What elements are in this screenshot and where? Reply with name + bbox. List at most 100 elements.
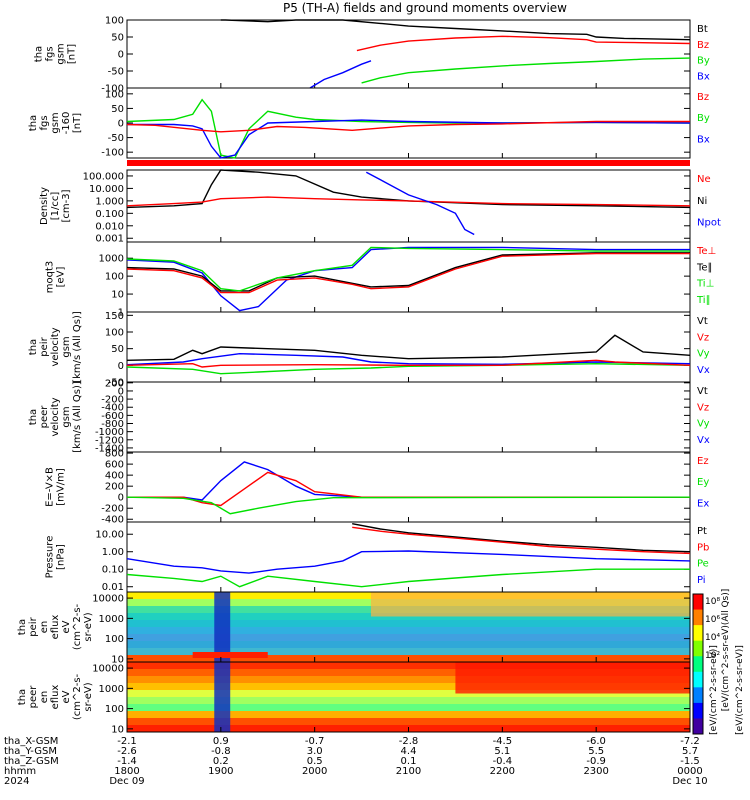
series-line-Pb	[352, 526, 691, 555]
panel-fgs: 100 50 0 -50 -100 tha fgs gsm [nT] Bt Bz By Bx	[34, 16, 710, 95]
y-tick-label: 0.001	[95, 234, 124, 245]
year-label: 2024	[4, 776, 29, 787]
axis-row-value: -1.4	[117, 756, 137, 767]
y-axis-label: tha	[28, 339, 39, 355]
y-axis-label: fgs	[45, 46, 56, 61]
y-tick-label: 50	[111, 33, 124, 44]
y-tick-label: 0	[118, 361, 124, 372]
y-tick-label: -50	[108, 378, 124, 389]
y-axis-label: (cm^2-s-	[72, 603, 83, 650]
legend-entry: Npot	[697, 218, 721, 229]
axis-row-value: -7.2	[680, 736, 700, 747]
axis-row-value: 3.0	[307, 746, 323, 757]
series-line-Ez	[127, 471, 690, 507]
panel-ion_spec: 10000 1000 100 10 tha peir en eflux eV (cm^2-s-sr…	[17, 591, 691, 665]
y-axis-label: sr-eV)	[83, 612, 94, 641]
spectrogram-band	[127, 669, 690, 677]
panel-frame	[126, 381, 691, 453]
y-axis-label: [nT]	[72, 113, 83, 133]
y-axis-label: [nPa]	[56, 544, 67, 570]
legend-entry: Bx	[697, 134, 710, 145]
y-axis-label: [km/s (All Qs)]	[72, 311, 83, 383]
y-axis-label: Pressure	[45, 536, 56, 579]
spectrogram-feature	[214, 662, 231, 732]
y-tick-label: 100.000	[83, 171, 124, 182]
legend-entry: Vy	[697, 419, 710, 430]
time-axis-rows: tha_X-GSM -2.1 0.9 -0.7 -2.8 -4.5 -6.0 -7.2 tha_…	[4, 736, 708, 787]
y-axis-label: E=-V×B	[45, 467, 56, 507]
y-tick-label: 1000	[99, 614, 124, 625]
colorbar-segment	[693, 718, 703, 735]
series-line-Bt	[220, 19, 691, 41]
y-axis-label: eV	[61, 620, 72, 633]
axis-row-value: 2300	[583, 766, 608, 777]
y-axis-label: en	[39, 621, 50, 634]
y-axis-label: [nT]	[67, 44, 78, 64]
y-axis-label: gsm	[50, 112, 61, 133]
legend-entry: Bz	[697, 40, 709, 51]
y-axis-label: (cm^2-s-	[72, 673, 83, 720]
y-tick-label: 10	[111, 290, 124, 301]
axis-row-value: -6.0	[586, 736, 606, 747]
axis-row-value: 5.5	[588, 746, 604, 757]
y-axis-label: moqt3	[45, 261, 56, 294]
colorbar-title: [eV/(cm^2-s-sr-eV)(All Qs)]	[721, 589, 731, 712]
y-tick-label: 100	[105, 328, 124, 339]
axis-row-label: hhmm	[4, 766, 36, 777]
y-tick-label: -100	[101, 84, 124, 95]
legend-entry: Te⊥	[696, 246, 716, 257]
colorbar-title: [eV/(cm^2-s-sr-eV)]	[709, 645, 719, 735]
legend-entry: Ni	[697, 196, 707, 207]
colorbar-label: 10²	[705, 651, 720, 661]
axis-row-label: tha_X-GSM	[4, 736, 58, 747]
series-line-By	[126, 98, 691, 159]
axis-row-value: -2.6	[117, 746, 137, 757]
axis-row-label: tha_Z-GSM	[4, 756, 59, 767]
y-axis-label: [eV]	[56, 267, 67, 288]
y-tick-label: -200	[101, 504, 124, 515]
y-axis-label: en	[39, 691, 50, 704]
y-axis-label: gsm	[56, 43, 67, 64]
spectrogram-band	[127, 648, 690, 656]
series-line-Pi	[126, 550, 691, 574]
y-axis-label: fgs	[39, 115, 50, 130]
y-axis-label: [mV/m]	[56, 468, 67, 506]
legend-entry: By	[697, 56, 710, 67]
y-tick-label: -400	[101, 515, 124, 526]
chart-title: P5 (TH-A) fields and ground moments over…	[283, 1, 567, 15]
spectrogram-feature	[370, 592, 690, 617]
panel-frame	[126, 451, 691, 523]
y-tick-label: 200	[105, 378, 124, 389]
y-tick-label: 1000	[99, 684, 124, 695]
y-tick-label: 0.010	[95, 221, 124, 232]
y-tick-label: -600	[101, 411, 124, 422]
colorbar-frame	[692, 593, 704, 735]
y-tick-label: 0.100	[95, 209, 124, 220]
y-tick-label: 800	[105, 449, 124, 460]
legend-entry: Pb	[697, 542, 709, 553]
legend-entry: Te∥	[696, 262, 713, 273]
y-tick-label: 150	[105, 311, 124, 322]
spectrogram-band	[127, 690, 690, 698]
axis-row-value: 0000	[677, 766, 702, 777]
legend-entry: Vz	[697, 332, 709, 343]
legend-entry: Pe	[697, 559, 709, 570]
axis-row-value: -1.5	[680, 756, 700, 767]
y-tick-label: -50	[108, 133, 124, 144]
axis-row-value: 0.5	[307, 756, 323, 767]
axis-row-label: tha_Y-GSM	[4, 746, 57, 757]
y-tick-label: -1200	[95, 435, 124, 446]
y-tick-label: 1000	[99, 254, 124, 265]
y-axis-label: peir	[39, 336, 50, 356]
y-tick-label: -100	[101, 148, 124, 159]
y-tick-label: 0	[118, 386, 124, 397]
legend-entry: Vy	[697, 349, 710, 360]
series-line-Npot	[365, 171, 475, 236]
y-tick-label: 0.01	[102, 582, 124, 593]
legend-entry: Ex	[697, 498, 709, 509]
colorbar-label: 10⁸	[705, 597, 720, 607]
spectrogram-band	[127, 641, 690, 649]
axis-row-value: 5.7	[682, 746, 698, 757]
